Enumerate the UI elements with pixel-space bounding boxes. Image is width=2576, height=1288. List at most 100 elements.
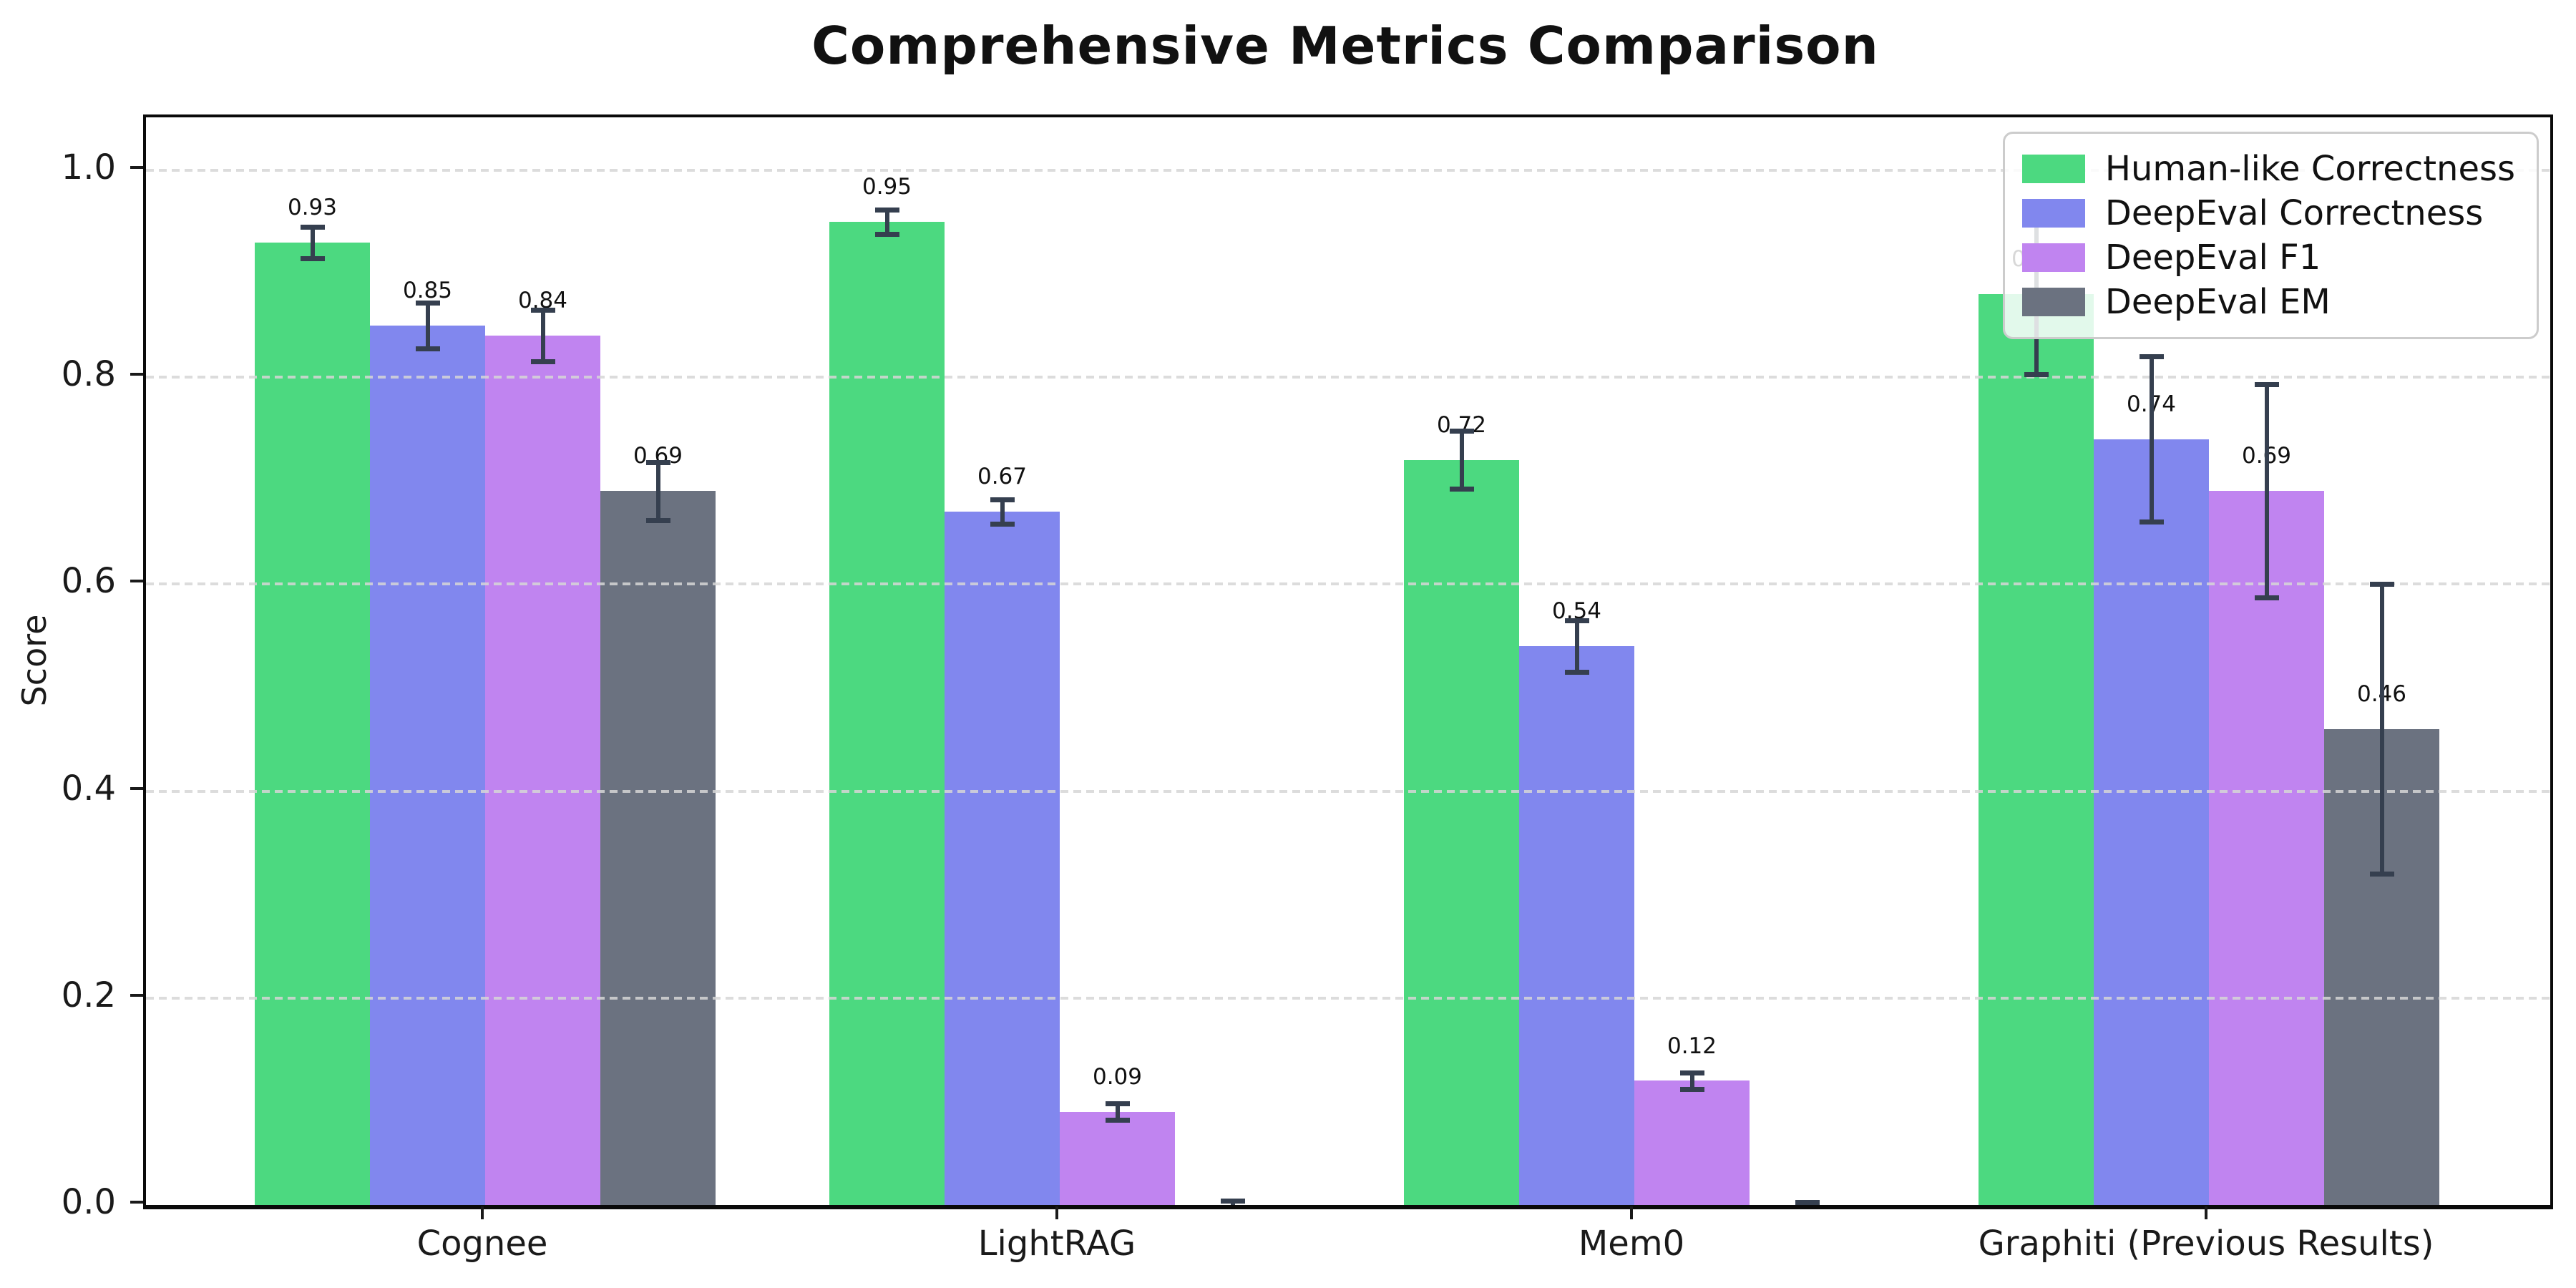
bar: [945, 512, 1060, 1205]
legend: Human-like Correctness DeepEval Correctne…: [2002, 132, 2539, 339]
x-tick-label: LightRAG: [977, 1224, 1136, 1264]
error-bar-cap-bottom: [645, 517, 670, 523]
error-bar-cap-bottom: [2024, 371, 2049, 377]
error-bar-cap-top: [530, 308, 555, 313]
bar: [485, 336, 600, 1205]
error-bar-cap-bottom: [530, 359, 555, 365]
x-tick-mark: [481, 1206, 484, 1219]
bar-value-label: 0.67: [977, 464, 1028, 490]
bar: [1404, 459, 1519, 1205]
error-bar: [540, 310, 545, 362]
legend-swatch: [2021, 155, 2085, 183]
legend-label: DeepEval Correctness: [2104, 193, 2484, 233]
gridline: [146, 376, 2550, 379]
legend-item: DeepEval Correctness: [2021, 191, 2515, 235]
error-bar-cap-bottom: [2139, 519, 2164, 525]
error-bar-cap-top: [415, 300, 440, 306]
y-tick-label: 0.0: [61, 1182, 116, 1222]
error-bar-cap-bottom: [1449, 487, 1474, 492]
bar-value-label: 0.95: [862, 174, 912, 200]
legend-swatch: [2021, 243, 2085, 272]
gridline: [146, 789, 2550, 793]
bar: [1979, 294, 2094, 1205]
error-bar: [1574, 620, 1579, 673]
error-bar-cap-bottom: [1679, 1087, 1704, 1093]
y-axis-label: Score: [15, 614, 54, 707]
error-bar-cap-top: [2139, 354, 2164, 360]
error-bar: [2379, 584, 2384, 874]
error-bar-cap-top: [2369, 582, 2394, 587]
x-tick-label: Mem0: [1578, 1224, 1685, 1264]
error-bar: [1000, 499, 1005, 525]
error-bar-cap-bottom: [1564, 670, 1589, 675]
error-bar-cap-bottom: [874, 232, 899, 238]
error-bar-cap-top: [874, 207, 899, 213]
error-bar-cap-top: [990, 497, 1015, 502]
y-tick-mark: [130, 786, 143, 790]
error-bar-cap-top: [645, 459, 670, 465]
bar: [255, 242, 370, 1205]
legend-item: DeepEval EM: [2021, 280, 2515, 324]
error-bar-cap-bottom: [300, 255, 325, 261]
error-bar: [425, 302, 430, 348]
error-bar-cap-top: [1105, 1101, 1130, 1107]
bar: [2094, 439, 2209, 1205]
bar: [829, 222, 945, 1205]
y-tick-mark: [130, 1201, 143, 1204]
bar: [1519, 646, 1634, 1205]
error-bar: [310, 227, 315, 258]
legend-label: DeepEval F1: [2104, 238, 2321, 278]
bar-value-label: 0.93: [287, 195, 338, 221]
error-bar: [2149, 356, 2154, 522]
gridline: [146, 168, 2550, 172]
error-bar-cap-bottom: [415, 346, 440, 351]
y-tick-label: 0.4: [61, 768, 116, 809]
bar: [1060, 1111, 1175, 1205]
x-tick-mark: [1630, 1206, 1633, 1219]
error-bar-cap-bottom: [1221, 1207, 1245, 1209]
legend-item: DeepEval F1: [2021, 235, 2515, 280]
bar: [370, 325, 485, 1205]
y-tick-mark: [130, 580, 143, 583]
legend-label: Human-like Correctness: [2104, 149, 2515, 189]
legend-swatch: [2021, 288, 2085, 316]
error-bar-cap-top: [1564, 618, 1589, 623]
x-tick-mark: [1055, 1206, 1058, 1219]
x-tick-mark: [2205, 1206, 2207, 1219]
gridline: [146, 996, 2550, 1000]
x-tick-label: Graphiti (Previous Results): [1978, 1224, 2434, 1264]
error-bar: [1689, 1072, 1694, 1089]
bar-value-label: 0.09: [1092, 1063, 1143, 1090]
error-bar: [2264, 384, 2269, 598]
error-bar-cap-top: [1795, 1199, 1820, 1205]
legend-item: Human-like Correctness: [2021, 147, 2515, 191]
error-bar-cap-top: [2254, 382, 2279, 388]
error-bar: [884, 209, 889, 235]
error-bar-cap-bottom: [2369, 872, 2394, 877]
error-bar: [1115, 1103, 1120, 1121]
y-tick-label: 0.6: [61, 561, 116, 602]
error-bar-cap-bottom: [990, 522, 1015, 527]
bar-value-label: 0.85: [402, 277, 453, 303]
legend-label: DeepEval EM: [2104, 282, 2331, 322]
error-bar-cap-top: [300, 225, 325, 230]
y-tick-mark: [130, 373, 143, 376]
error-bar-cap-top: [1449, 429, 1474, 434]
error-bar-cap-bottom: [2254, 595, 2279, 601]
legend-swatch: [2021, 199, 2085, 228]
y-tick-label: 0.2: [61, 975, 116, 1015]
error-bar: [655, 462, 660, 520]
y-tick-label: 0.8: [61, 354, 116, 394]
y-tick-label: 1.0: [61, 147, 116, 187]
error-bar-cap-top: [1679, 1070, 1704, 1075]
gridline: [146, 582, 2550, 586]
bar: [1634, 1080, 1750, 1205]
bar-value-label: 0.12: [1667, 1033, 1717, 1059]
bar: [2209, 491, 2324, 1205]
chart-title: Comprehensive Metrics Comparison: [811, 16, 1879, 76]
error-bar-cap-bottom: [1795, 1206, 1820, 1209]
y-tick-mark: [130, 993, 143, 997]
y-tick-mark: [130, 165, 143, 169]
bar: [600, 491, 716, 1205]
